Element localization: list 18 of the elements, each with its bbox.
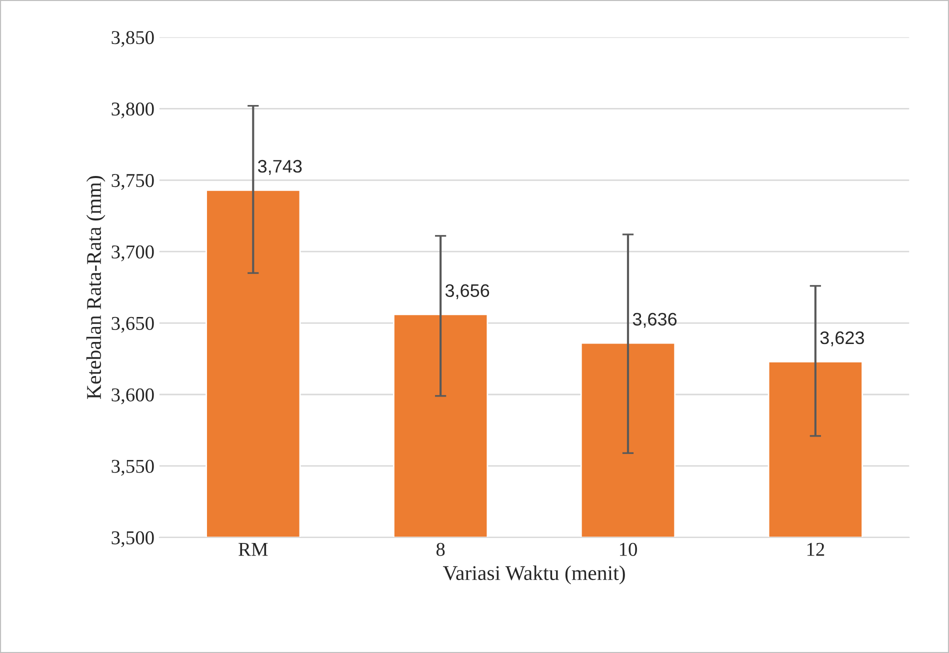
y-tick-label: 3,600 [112,388,154,404]
x-tick-label: 8 [436,542,445,556]
x-tick-label: 10 [620,542,637,556]
data-label: 3,623 [820,331,864,346]
y-tick-label: 3,650 [112,316,154,333]
data-label: 3,743 [258,160,302,175]
x-tick-label: 12 [807,542,824,556]
y-tick-label: 3,700 [112,245,154,262]
y-tick-label: 3,800 [112,102,154,118]
data-label: 3,656 [445,284,490,300]
y-tick-label: 3,750 [112,174,154,190]
x-axis-title: Variasi Waktu (menit) [442,565,625,584]
x-tick-label: RM [238,543,268,556]
data-label: 3,636 [632,312,677,328]
y-tick-label: 3,550 [112,460,154,476]
y-tick-label: 3,500 [112,531,154,548]
y-axis-title: Ketebalan Rata-Rata (mm) [86,176,106,399]
y-tick-label: 3,850 [112,31,154,47]
